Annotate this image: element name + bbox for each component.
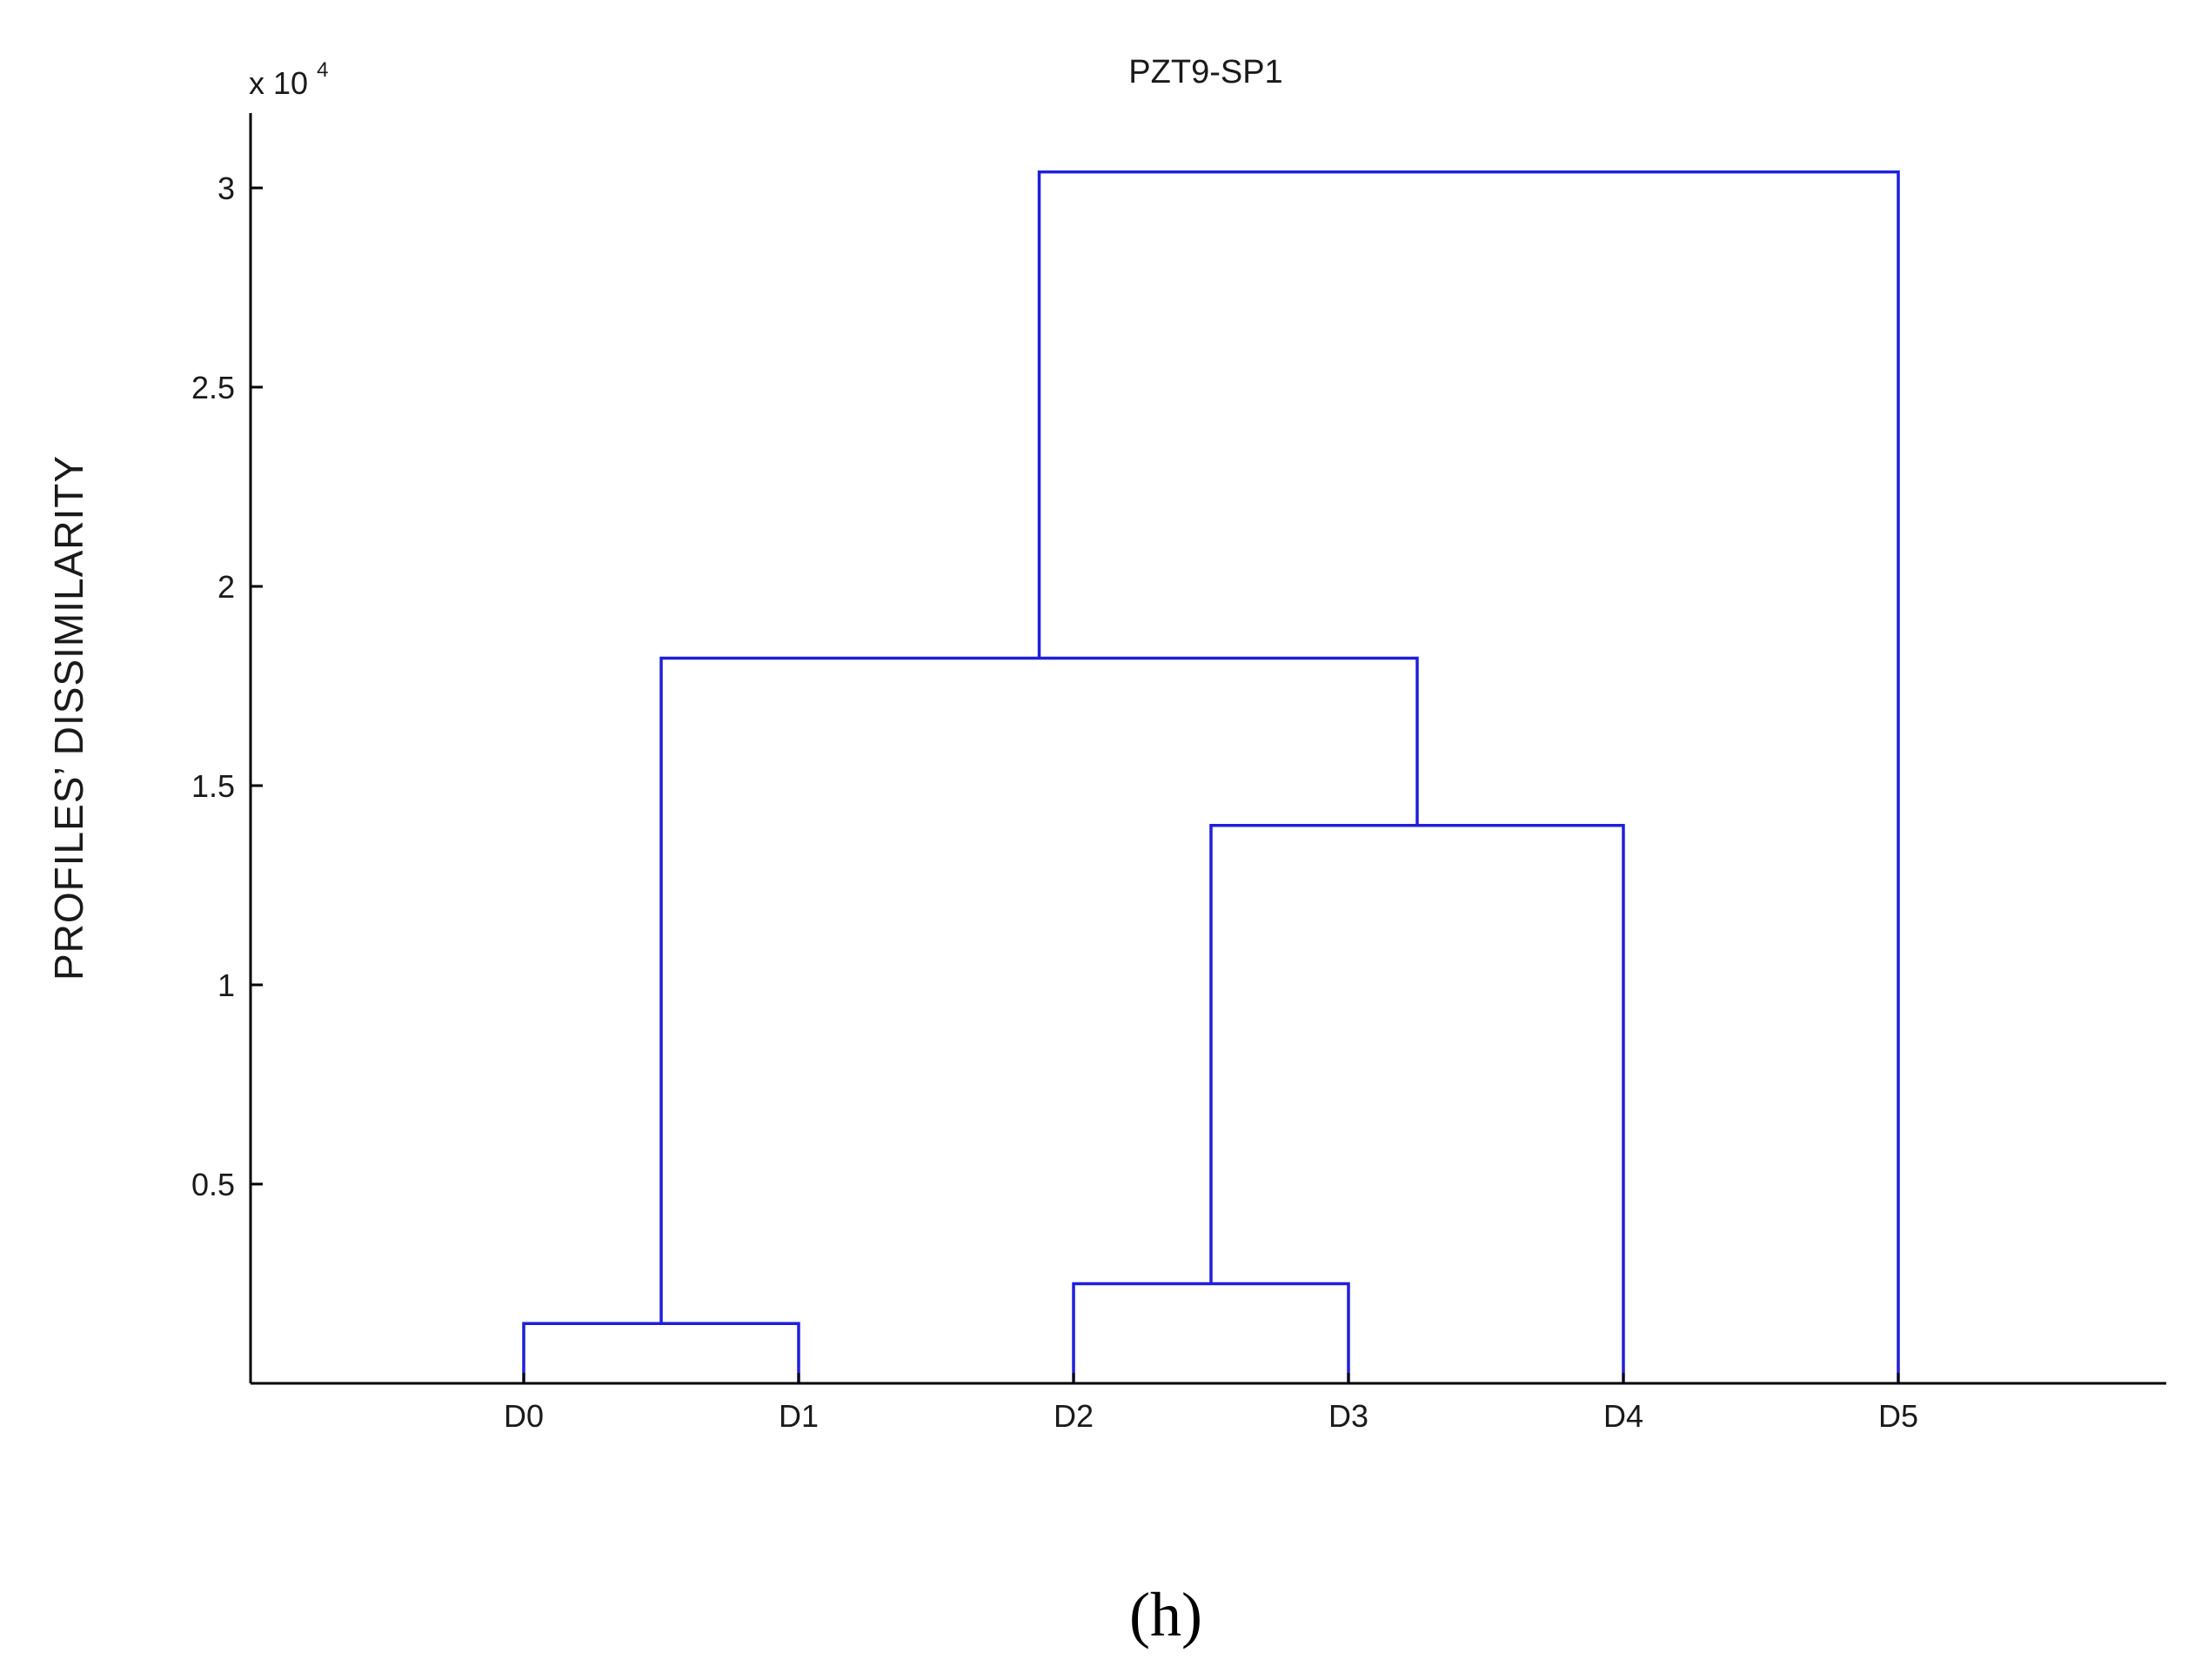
leaf-label: D0 bbox=[504, 1398, 544, 1434]
y-tick-label: 2.5 bbox=[191, 370, 235, 405]
leaf-label: D1 bbox=[779, 1398, 819, 1434]
chart-title: PZT9-SP1 bbox=[1128, 54, 1282, 90]
dendrogram-link bbox=[659, 656, 1419, 1324]
y-multiplier-label: x 10 4 bbox=[249, 58, 328, 101]
leaf-label: D4 bbox=[1603, 1398, 1643, 1434]
y-tick-label: 3 bbox=[217, 171, 235, 206]
dendrogram-link bbox=[1037, 170, 1900, 1383]
figure-caption: (h) bbox=[1129, 1580, 1202, 1650]
y-tick-label: 2 bbox=[217, 569, 235, 605]
dendrogram-link bbox=[1072, 1282, 1350, 1383]
axes bbox=[249, 113, 2166, 1385]
leaf-label: D5 bbox=[1878, 1398, 1918, 1434]
y-tick-label: 1 bbox=[217, 967, 235, 1003]
y-tick-label: 0.5 bbox=[191, 1167, 235, 1202]
dendrogram-links bbox=[522, 170, 1900, 1383]
y-multiplier-exponent: 4 bbox=[317, 58, 328, 82]
leaf-labels: D0 D1 D2 D3 D4 D5 bbox=[504, 1373, 1918, 1434]
y-tick-label: 1.5 bbox=[191, 768, 235, 804]
y-ticks: 0.5 1 1.5 2 2.5 3 bbox=[191, 171, 263, 1202]
dendrogram-link bbox=[1209, 824, 1625, 1383]
dendrogram-link bbox=[522, 1322, 800, 1383]
leaf-label: D3 bbox=[1328, 1398, 1368, 1434]
y-multiplier-base: x 10 bbox=[249, 65, 308, 101]
leaf-label: D2 bbox=[1054, 1398, 1094, 1434]
y-axis-label: PROFILES’ DISSIMILARITY bbox=[46, 455, 91, 981]
